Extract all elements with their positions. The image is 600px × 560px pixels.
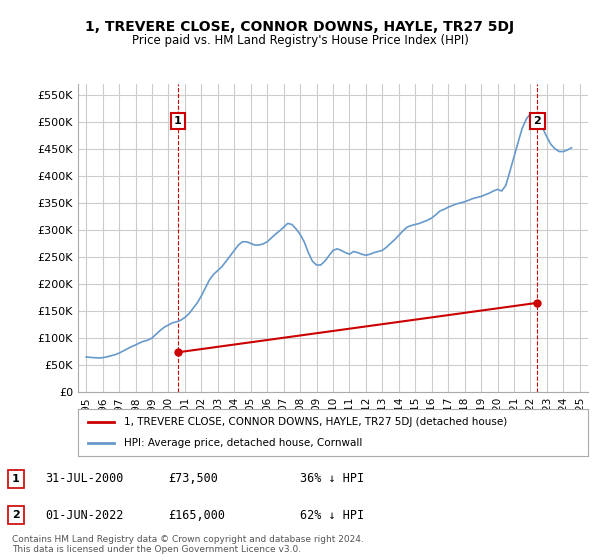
Text: Contains HM Land Registry data © Crown copyright and database right 2024.
This d: Contains HM Land Registry data © Crown c… <box>12 535 364 554</box>
Text: 1: 1 <box>12 474 20 484</box>
Text: 36% ↓ HPI: 36% ↓ HPI <box>300 472 364 486</box>
Text: 2: 2 <box>533 116 541 126</box>
Text: 01-JUN-2022: 01-JUN-2022 <box>45 508 124 522</box>
Text: Price paid vs. HM Land Registry's House Price Index (HPI): Price paid vs. HM Land Registry's House … <box>131 34 469 46</box>
Text: 1, TREVERE CLOSE, CONNOR DOWNS, HAYLE, TR27 5DJ (detached house): 1, TREVERE CLOSE, CONNOR DOWNS, HAYLE, T… <box>124 417 507 427</box>
Text: £73,500: £73,500 <box>168 472 218 486</box>
Text: 31-JUL-2000: 31-JUL-2000 <box>45 472 124 486</box>
Text: £165,000: £165,000 <box>168 508 225 522</box>
Text: 62% ↓ HPI: 62% ↓ HPI <box>300 508 364 522</box>
Text: HPI: Average price, detached house, Cornwall: HPI: Average price, detached house, Corn… <box>124 438 362 448</box>
Text: 2: 2 <box>12 510 20 520</box>
Text: 1, TREVERE CLOSE, CONNOR DOWNS, HAYLE, TR27 5DJ: 1, TREVERE CLOSE, CONNOR DOWNS, HAYLE, T… <box>85 20 515 34</box>
Text: 1: 1 <box>174 116 182 126</box>
